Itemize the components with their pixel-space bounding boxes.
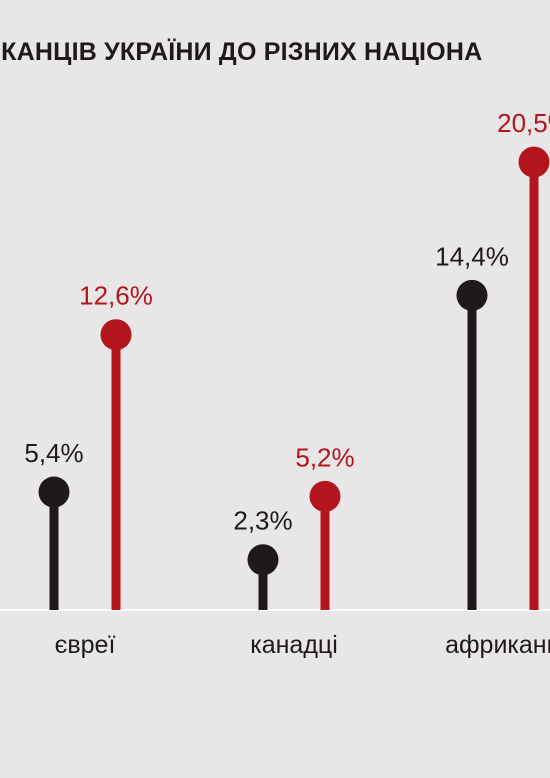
value-label: 20,5% <box>497 108 550 138</box>
lollipop-dot <box>100 319 132 351</box>
value-label: 5,2% <box>295 442 354 472</box>
lollipop-dot <box>38 476 70 508</box>
value-label: 5,4% <box>24 438 83 468</box>
category-label: африканц <box>445 631 550 659</box>
lollipop-dot <box>456 279 488 311</box>
lollipop-dot <box>309 480 341 512</box>
lollipop-dot <box>247 544 279 576</box>
value-label: 2,3% <box>233 506 292 536</box>
category-label: євреї <box>55 631 116 659</box>
value-label: 14,4% <box>435 241 509 271</box>
value-label: 12,6% <box>79 281 153 311</box>
lollipop-dot <box>518 146 550 178</box>
chart-title: ІКАНЦІВ УКРАЇНИ ДО РІЗНИХ НАЦІОНА <box>0 38 483 66</box>
category-label: канадці <box>250 631 338 659</box>
